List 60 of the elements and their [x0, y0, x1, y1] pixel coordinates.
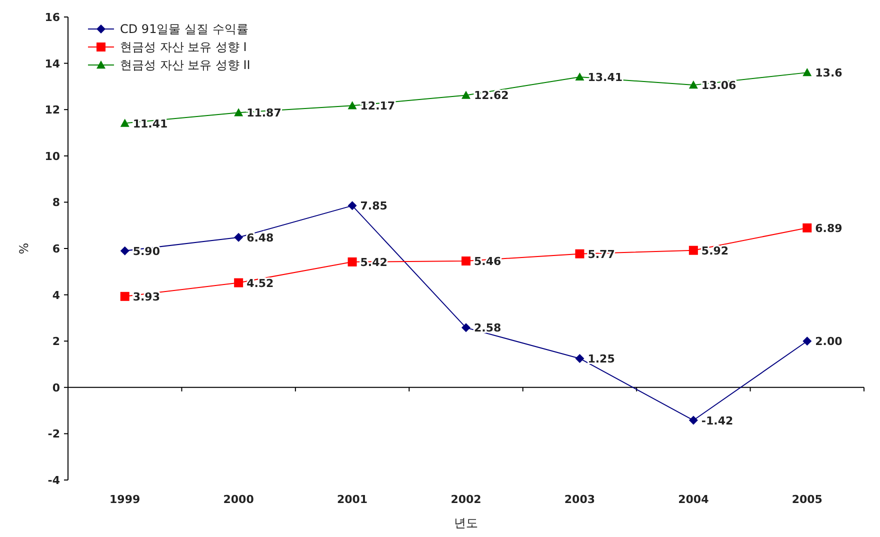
point	[348, 257, 357, 266]
point	[688, 80, 698, 89]
y-axis-title: %	[17, 242, 31, 254]
x-tick-label: 2004	[678, 493, 710, 506]
point	[802, 68, 812, 76]
data-label: 13.6	[815, 66, 843, 80]
data-label: 7.85	[360, 200, 388, 213]
x-tick-label: 2005	[792, 493, 822, 506]
x-tick-label: 2001	[336, 493, 368, 506]
x-tick-label: 2000	[223, 493, 254, 506]
point	[688, 416, 698, 425]
y-tick-label: -2	[48, 428, 60, 441]
y-tick-label: 8	[52, 196, 60, 210]
point	[802, 223, 812, 232]
data-label: 11.41	[132, 117, 168, 130]
data-label: 5.90	[132, 244, 160, 258]
data-label: 6.48	[246, 231, 274, 244]
y-tick-label: 16	[44, 11, 60, 24]
point	[120, 118, 130, 127]
data-label: 6.89	[815, 222, 842, 235]
data-label: 12.17	[360, 100, 396, 113]
point	[462, 323, 470, 332]
data-label: 3.93	[132, 290, 160, 304]
y-tick-label: 10	[44, 150, 60, 163]
point	[234, 232, 244, 242]
point	[234, 108, 244, 116]
data-label: 2.58	[474, 322, 502, 335]
point	[575, 72, 584, 81]
point	[802, 336, 812, 346]
y-tick-label: 6	[52, 242, 60, 256]
x-tick-label: 1999	[110, 493, 140, 506]
y-tick-label: 0	[52, 381, 60, 394]
legend-label: 현금성 자산 보유 성향 II	[120, 58, 250, 72]
y-tick-label: 2	[52, 335, 60, 348]
x-tick-label: 2003	[564, 493, 596, 506]
y-tick-label: 14	[44, 57, 60, 70]
point	[575, 354, 584, 363]
point	[575, 249, 584, 258]
point	[462, 256, 470, 266]
data-label: 1.25	[588, 352, 615, 366]
data-label: 5.92	[701, 244, 729, 258]
point	[348, 101, 357, 110]
data-label: -1.42	[701, 414, 734, 428]
legend-label: CD 91일물 실질 수익률	[120, 22, 248, 36]
point	[688, 246, 698, 255]
x-axis-title: 년도	[454, 516, 478, 530]
point	[462, 90, 470, 99]
data-label: 4.52	[246, 276, 274, 290]
point	[234, 278, 244, 288]
y-tick-label: 12	[44, 104, 60, 117]
y-tick-label: 4	[52, 288, 60, 302]
data-label: 13.06	[701, 79, 737, 92]
data-label: 2.00	[815, 335, 843, 348]
point	[120, 292, 130, 301]
y-tick-label: -4	[48, 474, 60, 487]
legend-label: 현금성 자산 보유 성향 I	[120, 40, 247, 54]
point	[120, 246, 130, 256]
x-tick-label: 2002	[450, 493, 482, 506]
data-label: 12.62	[474, 89, 509, 102]
point	[348, 201, 357, 210]
